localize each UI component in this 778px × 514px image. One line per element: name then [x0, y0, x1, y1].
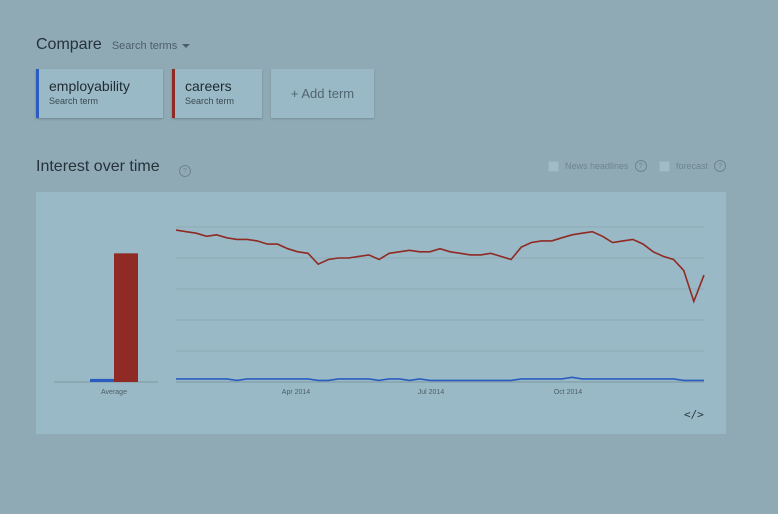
term-color-bar: [172, 69, 175, 118]
term-card-employability[interactable]: employability Search term: [36, 69, 163, 118]
news-headlines-option: News headlines ?: [548, 160, 647, 172]
interest-chart: Average Apr 2014 Jul 2014 Oct 2014: [54, 226, 705, 396]
add-term-button[interactable]: + Add term: [271, 69, 374, 118]
compare-title: Compare: [36, 36, 102, 53]
term-name: employability: [49, 78, 130, 94]
term-type: Search term: [49, 96, 99, 106]
help-icon[interactable]: ?: [179, 165, 191, 177]
chart-panel: Average Apr 2014 Jul 2014 Oct 2014: [36, 192, 726, 434]
help-icon[interactable]: ?: [714, 160, 727, 172]
embed-icon[interactable]: </>: [684, 408, 704, 421]
search-terms-dropdown[interactable]: Search terms: [111, 40, 191, 52]
term-type: Search term: [185, 96, 235, 106]
average-bar-employability: [90, 378, 114, 382]
forecast-label: forecast: [676, 161, 709, 171]
x-tick-label: Apr 2014: [282, 389, 311, 396]
term-card-careers[interactable]: careers Search term: [172, 69, 262, 118]
series-line-employability: [176, 376, 704, 382]
x-tick-label-average: Average: [101, 389, 127, 396]
x-tick-label: Jul 2014: [418, 389, 445, 396]
x-tick-label: Oct 2014: [554, 389, 583, 396]
series-line-careers: [175, 229, 705, 304]
term-name: careers: [185, 78, 232, 94]
chevron-down-icon: [182, 44, 191, 48]
forecast-option: forecast ?: [659, 160, 727, 172]
forecast-checkbox[interactable]: [659, 160, 670, 172]
term-color-bar: [36, 69, 39, 118]
interest-over-time-title: Interest over time: [36, 158, 160, 175]
search-terms-label: Search terms: [111, 40, 178, 52]
help-icon[interactable]: ?: [634, 160, 647, 172]
average-bar-careers: [114, 253, 138, 382]
compare-header: Compare Search terms: [36, 36, 191, 54]
news-headlines-label: News headlines: [565, 161, 629, 171]
news-headlines-checkbox[interactable]: [548, 160, 559, 172]
